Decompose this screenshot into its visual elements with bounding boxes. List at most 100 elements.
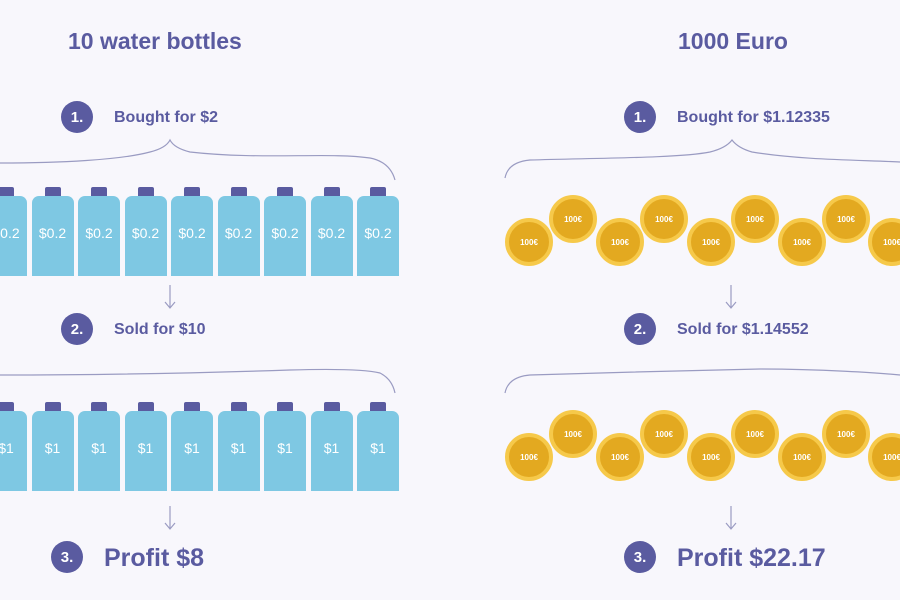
bottle-cap bbox=[323, 402, 340, 411]
right-step-1-number: 1. bbox=[624, 101, 656, 133]
bottle-cap bbox=[137, 402, 154, 411]
bottle-price: $0.2 bbox=[317, 225, 346, 241]
left-step-3-number: 3. bbox=[51, 541, 83, 573]
bottle-price: $0.2 bbox=[131, 225, 160, 241]
euro-coin-icon: 100€ bbox=[549, 195, 597, 243]
coin-label: 100€ bbox=[611, 237, 629, 247]
bottle-cap bbox=[44, 402, 61, 411]
water-bottle-icon: $1 bbox=[217, 402, 260, 494]
bottle-body bbox=[31, 196, 74, 276]
bottle-price: $1 bbox=[137, 440, 154, 456]
water-bottle-icon: $0.2 bbox=[217, 187, 260, 279]
bottle-body bbox=[357, 196, 399, 276]
water-bottle-icon: $1 bbox=[310, 402, 353, 494]
bottle-cap bbox=[230, 187, 247, 196]
left-sold-bottles: $1 $1 $1 $1 $1 $1 $1 $1 $1 bbox=[0, 402, 400, 494]
bottle-body bbox=[124, 196, 167, 276]
bottle-body bbox=[310, 196, 353, 276]
left-brace-top bbox=[0, 138, 396, 181]
right-step-2-label: Sold for $1.14552 bbox=[677, 321, 809, 338]
bottle-cap bbox=[370, 187, 386, 196]
euro-coin-icon: 100€ bbox=[778, 218, 826, 266]
right-step-1-label: Bought for $1.12335 bbox=[677, 109, 830, 126]
bottle-body bbox=[78, 196, 120, 276]
bottle-cap bbox=[184, 187, 200, 196]
bottle-body bbox=[171, 411, 213, 491]
coin-label: 100€ bbox=[655, 214, 673, 224]
bottle-body bbox=[124, 411, 167, 491]
bottle-cap bbox=[230, 402, 247, 411]
water-bottle-icon: $0.2 bbox=[0, 187, 27, 279]
water-bottle-icon: $1 bbox=[31, 402, 74, 494]
left-brace-bottom bbox=[0, 368, 396, 394]
bottle-cap bbox=[44, 187, 61, 196]
water-bottle-icon: $1 bbox=[357, 402, 399, 494]
euro-coin-icon: 100€ bbox=[822, 195, 870, 243]
left-title: 10 water bottles bbox=[68, 28, 242, 54]
right-step-2-number: 2. bbox=[624, 313, 656, 345]
euro-coin-icon: 100€ bbox=[640, 195, 688, 243]
right-brace-top bbox=[504, 139, 900, 179]
bottle-cap bbox=[91, 187, 107, 196]
left-step-2-label: Sold for $10 bbox=[114, 321, 206, 338]
bottle-price: $0.2 bbox=[178, 225, 206, 241]
right-profit-label: Profit $22.17 bbox=[677, 544, 826, 572]
coin-label: 100€ bbox=[702, 237, 720, 247]
arrow-down-icon bbox=[164, 506, 176, 530]
left-step-1-number: 1. bbox=[61, 101, 93, 133]
arrow-down-icon bbox=[164, 285, 176, 309]
bottle-cap bbox=[370, 402, 386, 411]
bottle-price: $1 bbox=[230, 440, 247, 456]
euro-coin-icon: 100€ bbox=[868, 218, 900, 266]
water-bottle-icon: $0.2 bbox=[78, 187, 120, 279]
euro-coin-icon: 100€ bbox=[596, 218, 644, 266]
water-bottle-icon: $1 bbox=[171, 402, 213, 494]
bottle-price: $1 bbox=[370, 440, 386, 456]
bottle-price: $0.2 bbox=[364, 225, 392, 241]
bottle-body bbox=[0, 411, 27, 491]
bottle-price: $1 bbox=[91, 440, 107, 456]
bottle-price: $0.2 bbox=[0, 225, 20, 241]
coin-label: 100€ bbox=[520, 237, 538, 247]
left-step-1-label: Bought for $2 bbox=[114, 109, 218, 126]
bottle-price: $0.2 bbox=[224, 225, 253, 241]
euro-coin-icon: 100€ bbox=[731, 195, 779, 243]
water-bottle-icon: $1 bbox=[78, 402, 120, 494]
bottle-cap bbox=[137, 187, 154, 196]
water-bottle-icon: $0.2 bbox=[171, 187, 213, 279]
left-bought-bottles: $0.2 $0.2 $0.2 $0.2 $0.2 $0.2 $0.2 $0.2 $0.2 bbox=[0, 187, 400, 279]
bottle-body bbox=[217, 196, 260, 276]
water-bottle-icon: $0.2 bbox=[31, 187, 74, 279]
bottle-body bbox=[171, 196, 213, 276]
bottle-body bbox=[357, 411, 399, 491]
bottle-body bbox=[310, 411, 353, 491]
right-title: 1000 Euro bbox=[678, 28, 788, 54]
bottle-price: $1 bbox=[44, 440, 61, 456]
bottle-body bbox=[264, 411, 306, 491]
bottle-cap bbox=[0, 187, 14, 196]
arrow-down-icon bbox=[725, 285, 737, 309]
coin-label: 100€ bbox=[564, 214, 582, 224]
bottle-cap bbox=[277, 402, 293, 411]
water-bottle-icon: $1 bbox=[264, 402, 306, 494]
bottle-cap bbox=[0, 402, 14, 411]
left-step-2-number: 2. bbox=[61, 313, 93, 345]
bottle-cap bbox=[91, 402, 107, 411]
coin-label: 100€ bbox=[837, 214, 855, 224]
bottle-body bbox=[78, 411, 120, 491]
coin-label: 100€ bbox=[746, 214, 764, 224]
bottle-price: $0.2 bbox=[271, 225, 299, 241]
euro-coin-icon: 100€ bbox=[687, 218, 735, 266]
water-bottle-icon: $0.2 bbox=[124, 187, 167, 279]
water-bottle-icon: $1 bbox=[0, 402, 27, 494]
bottle-price: $1 bbox=[277, 440, 293, 456]
bottle-price: $0.2 bbox=[38, 225, 67, 241]
bottle-body bbox=[0, 196, 27, 276]
water-bottle-icon: $0.2 bbox=[357, 187, 399, 279]
bottle-price: $1 bbox=[184, 440, 200, 456]
bottle-price: $0.2 bbox=[85, 225, 113, 241]
coin-label: 100€ bbox=[883, 237, 900, 247]
bottle-body bbox=[264, 196, 306, 276]
bottle-cap bbox=[277, 187, 293, 196]
